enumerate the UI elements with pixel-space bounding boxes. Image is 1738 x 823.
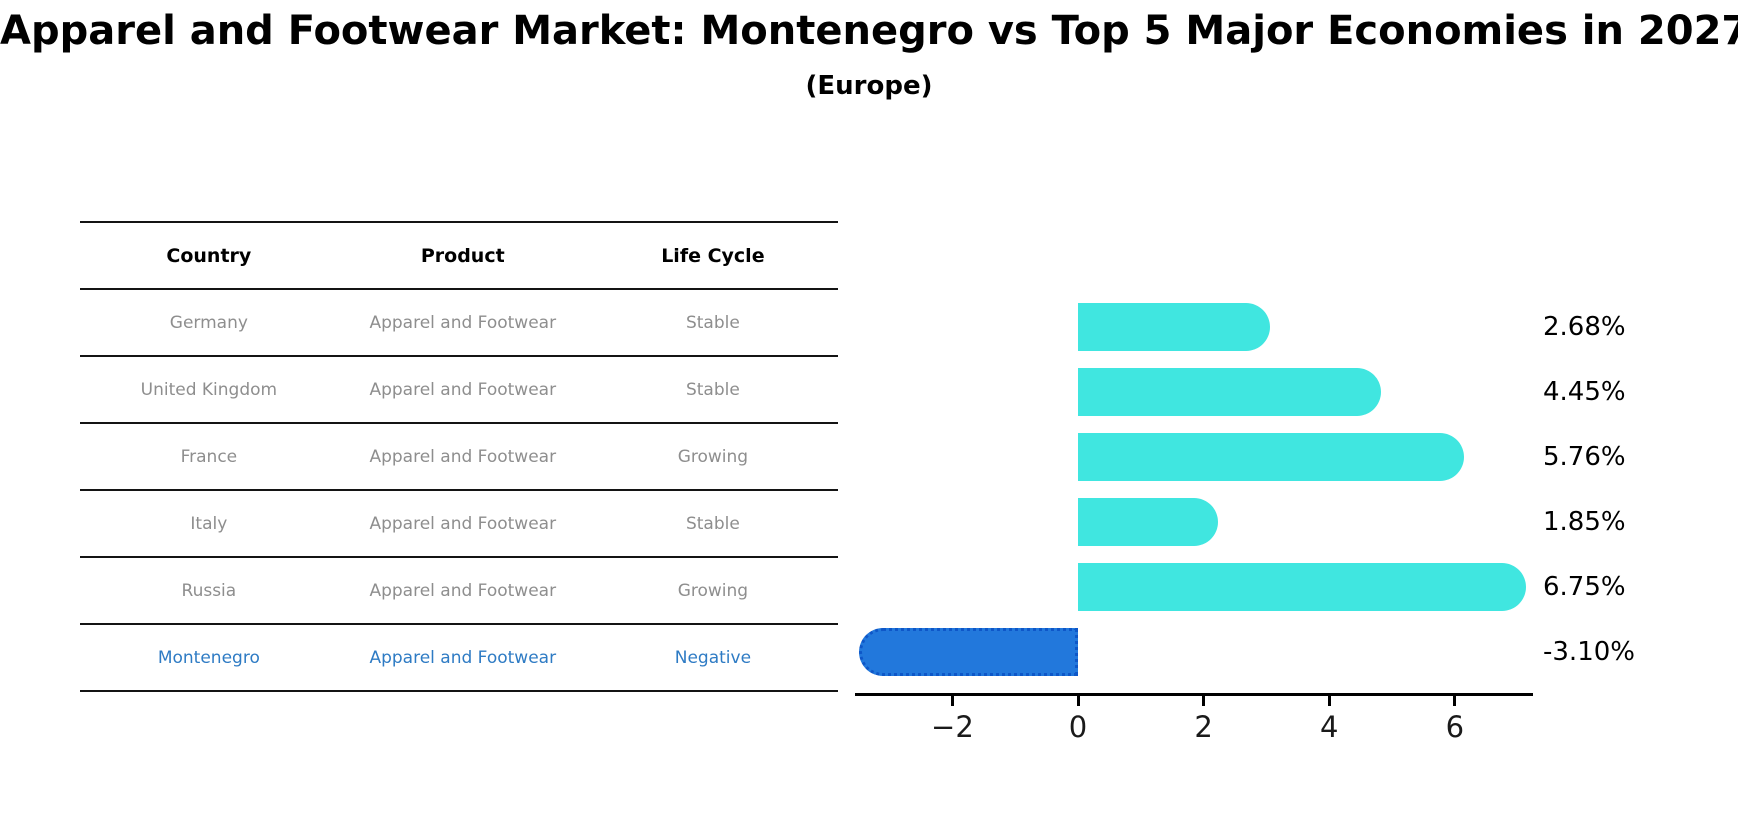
product-cell: Apparel and Footwear — [369, 647, 557, 668]
x-axis-tick-label: 4 — [1319, 710, 1339, 744]
bar-germany — [1078, 303, 1271, 351]
country-cell: France — [180, 446, 238, 467]
country-cell: Russia — [181, 580, 237, 601]
table-row: United Kingdom Apparel and Footwear Stable — [80, 355, 838, 422]
column-header-lifecycle: Life Cycle — [661, 244, 765, 267]
table-header-row: Country Product Life Cycle — [80, 221, 838, 288]
x-axis-tick — [950, 696, 954, 706]
bar-value-label: -3.10% — [1543, 637, 1635, 667]
chart-subtitle: (Europe) — [805, 71, 933, 101]
bar-united-kingdom — [1078, 368, 1382, 416]
bar-value-label: 5.76% — [1543, 442, 1626, 472]
table-row: Montenegro Apparel and Footwear Negative — [80, 623, 838, 690]
bar-russia — [1078, 563, 1526, 611]
country-cell: Montenegro — [157, 647, 260, 668]
table-row: Germany Apparel and Footwear Stable — [80, 288, 838, 355]
chart-title: Apparel and Footwear Market: Montenegro … — [0, 8, 1738, 54]
x-axis-tick — [1327, 696, 1331, 706]
product-cell: Apparel and Footwear — [369, 446, 557, 467]
x-axis-line — [855, 693, 1533, 696]
lifecycle-cell: Growing — [677, 446, 749, 467]
x-axis-tick — [1202, 696, 1206, 706]
bar-value-label: 2.68% — [1543, 312, 1626, 342]
country-cell: United Kingdom — [140, 379, 278, 400]
bar-value-label: 6.75% — [1543, 572, 1626, 602]
bar-value-label: 4.45% — [1543, 377, 1626, 407]
x-axis-tick — [1453, 696, 1457, 706]
x-axis-tick-label: 2 — [1194, 710, 1213, 744]
bar-value-label: 1.85% — [1543, 507, 1626, 537]
table-row: Italy Apparel and Footwear Stable — [80, 489, 838, 556]
lifecycle-cell: Growing — [677, 580, 749, 601]
x-axis-tick-label: 0 — [1068, 710, 1088, 744]
bar-italy — [1078, 498, 1219, 546]
product-cell: Apparel and Footwear — [369, 379, 557, 400]
product-cell: Apparel and Footwear — [369, 312, 557, 333]
lifecycle-cell: Stable — [685, 312, 740, 333]
table-row: Russia Apparel and Footwear Growing — [80, 556, 838, 623]
column-header-product: Product — [420, 244, 505, 267]
country-cell: Germany — [169, 312, 248, 333]
x-axis-tick — [1076, 696, 1080, 706]
table-row: France Apparel and Footwear Growing — [80, 422, 838, 489]
table-body: Germany Apparel and Footwear Stable United … — [80, 288, 838, 690]
column-header-country: Country — [166, 244, 252, 267]
lifecycle-cell: Negative — [674, 647, 752, 668]
lifecycle-cell: Stable — [685, 379, 740, 400]
x-axis-tick-label: 6 — [1445, 710, 1465, 744]
bar-france — [1078, 433, 1464, 481]
lifecycle-cell: Stable — [685, 513, 740, 534]
data-table: Country Product Life Cycle Germany Appare… — [80, 221, 838, 692]
bar-montenegro — [859, 628, 1078, 676]
country-cell: Italy — [190, 513, 228, 534]
product-cell: Apparel and Footwear — [369, 513, 557, 534]
product-cell: Apparel and Footwear — [369, 580, 557, 601]
x-axis-tick-label: −2 — [931, 710, 974, 744]
